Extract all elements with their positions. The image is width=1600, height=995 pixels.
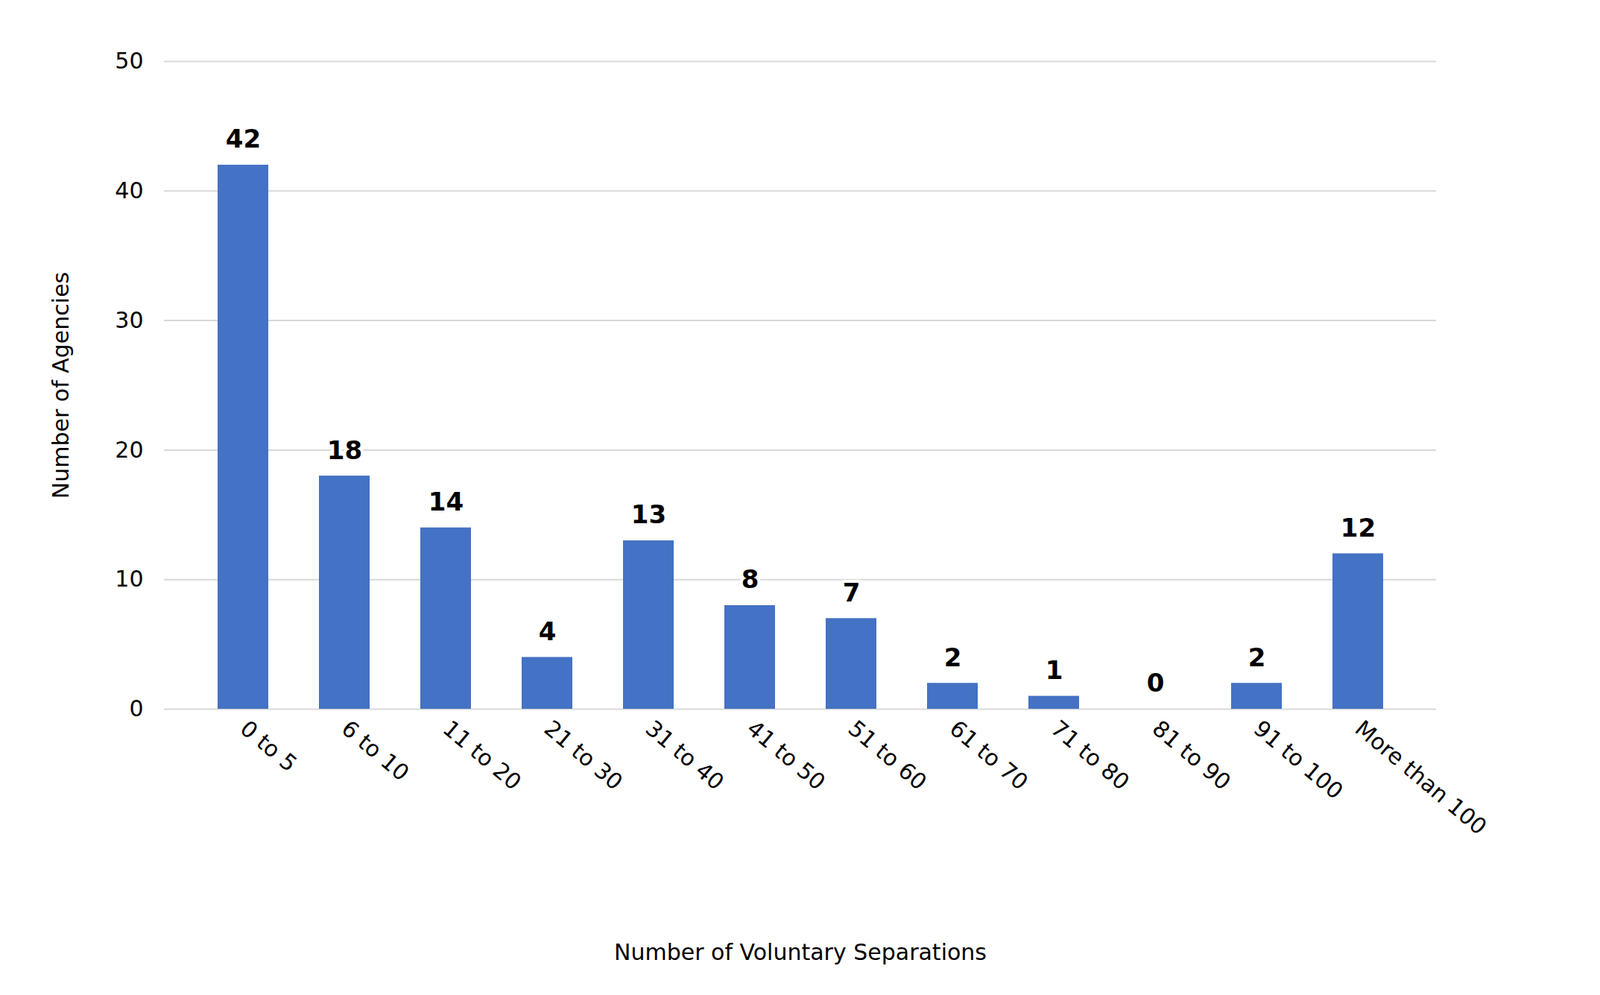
- svg-text:31 to 40: 31 to 40: [640, 714, 730, 796]
- svg-text:2: 2: [1248, 642, 1267, 673]
- svg-text:Number of Agencies: Number of Agencies: [47, 272, 74, 499]
- svg-text:0: 0: [1146, 667, 1165, 698]
- svg-text:81 to 90: 81 to 90: [1147, 714, 1237, 796]
- svg-text:91 to 100: 91 to 100: [1248, 714, 1349, 805]
- svg-text:4: 4: [538, 616, 557, 647]
- svg-text:2: 2: [944, 642, 963, 673]
- svg-text:50: 50: [114, 47, 144, 74]
- svg-text:40: 40: [114, 177, 144, 204]
- svg-text:1: 1: [1045, 655, 1064, 685]
- svg-text:21 to 30: 21 to 30: [539, 714, 629, 796]
- svg-text:42: 42: [225, 123, 261, 154]
- svg-text:6 to 10: 6 to 10: [336, 714, 415, 786]
- svg-text:12: 12: [1340, 512, 1376, 543]
- svg-text:13: 13: [631, 499, 667, 530]
- svg-text:18: 18: [327, 435, 363, 466]
- svg-text:8: 8: [741, 564, 760, 594]
- svg-text:61 to 70: 61 to 70: [944, 714, 1034, 796]
- svg-text:7: 7: [842, 577, 861, 608]
- svg-text:30: 30: [114, 307, 144, 334]
- svg-text:0 to 5: 0 to 5: [235, 714, 302, 777]
- svg-text:71 to 80: 71 to 80: [1046, 714, 1135, 796]
- svg-text:20: 20: [114, 436, 144, 463]
- svg-text:Number of Voluntary Separation: Number of Voluntary Separations: [614, 938, 987, 966]
- svg-text:41 to 50: 41 to 50: [742, 714, 831, 796]
- svg-text:11 to 20: 11 to 20: [438, 714, 527, 796]
- svg-text:0: 0: [128, 695, 144, 722]
- svg-text:More than 100: More than 100: [1350, 714, 1492, 840]
- svg-text:14: 14: [428, 486, 464, 517]
- svg-text:10: 10: [114, 565, 144, 592]
- svg-text:51 to 60: 51 to 60: [843, 714, 933, 796]
